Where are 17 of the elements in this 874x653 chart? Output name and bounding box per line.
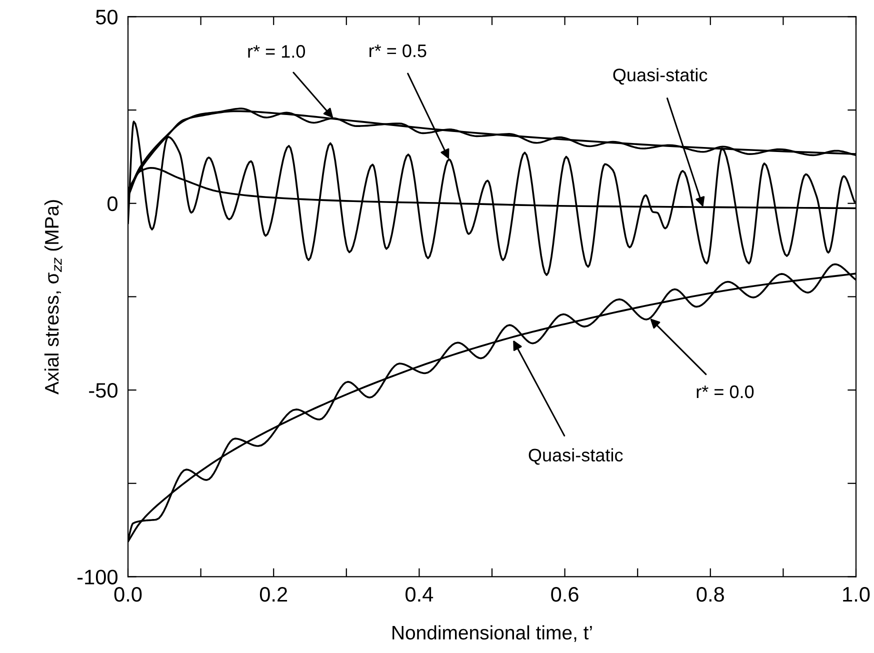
y-tick-label: -50 <box>89 383 118 398</box>
y-tick-label: 0 <box>108 196 118 212</box>
x-tick-label: 0.2 <box>260 586 288 602</box>
x-tick-label: 1.0 <box>843 586 870 602</box>
annotation: Quasi-static <box>613 68 708 85</box>
y-axis-title: Axial stress, σ$_{zz}$ (MPa) <box>44 200 63 394</box>
annotation: r* = 0.0 <box>696 385 754 398</box>
annotation: r* = 0.5 <box>370 44 426 58</box>
annotation: Quasi-static <box>528 448 623 465</box>
annotation: r* = 1.0 <box>248 45 306 58</box>
x-tick-label: 0.8 <box>696 586 724 602</box>
x-tick-label: 0.0 <box>114 586 142 602</box>
x-axis-title: Nondimensional time, t’ <box>392 625 592 642</box>
x-tick-label: 0.4 <box>406 586 434 602</box>
y-tick-label: -100 <box>78 570 118 584</box>
x-tick-label: 0.6 <box>551 586 578 602</box>
y-tick-label: 50 <box>96 10 118 24</box>
